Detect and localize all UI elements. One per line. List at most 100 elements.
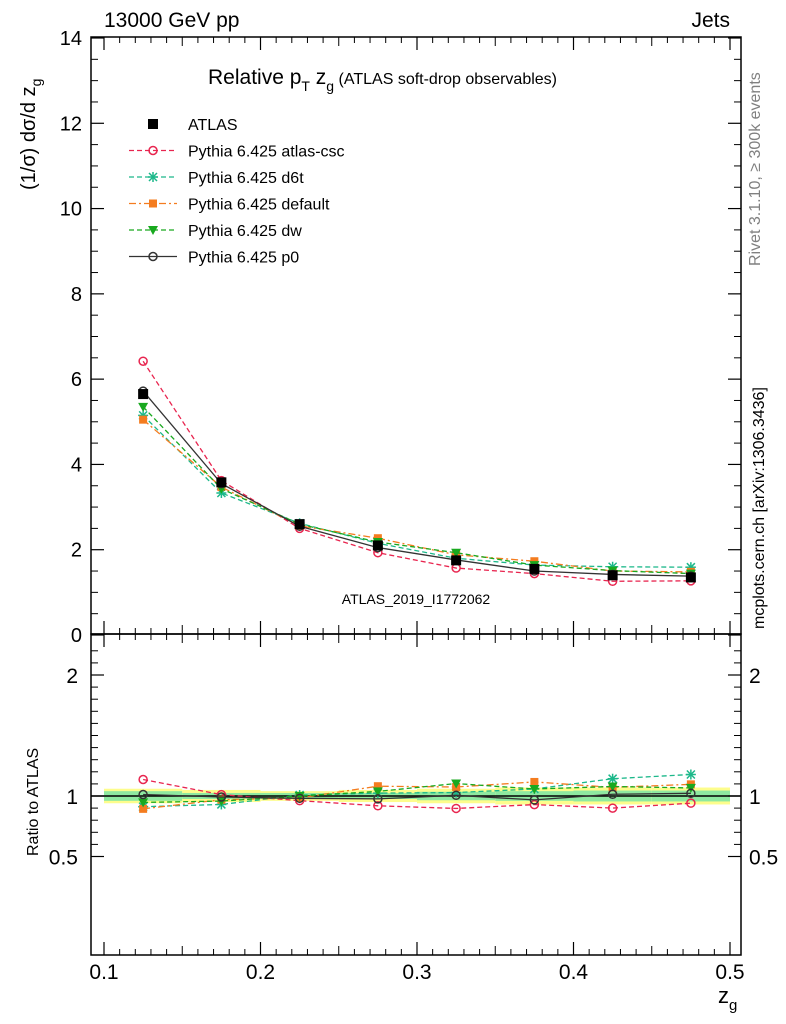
x-axis-label: zg (718, 983, 737, 1014)
main-y-axis-label: (1/σ) dσ/d zg (18, 79, 44, 190)
y-tick-label: 14 (60, 28, 82, 50)
point-atlas (216, 477, 227, 488)
energy-label: 13000 GeV pp (104, 9, 239, 32)
legend-marker (148, 119, 158, 129)
ratio-point-pythia-6-425-dw (372, 787, 383, 797)
legend: ATLAS Pythia 6.425 atlas-csc Pythia 6.425 … (129, 117, 345, 267)
x-tick-label: 0.5 (715, 961, 744, 984)
point-atlas (607, 570, 618, 581)
ratio-line-pythia-6-425-default (143, 781, 691, 810)
ratio-point-pythia-6-425-atlas-csc (529, 799, 540, 810)
ratio-point-pythia-6-425-atlas-csc (607, 803, 618, 813)
legend-label: Pythia 6.425 default (188, 197, 330, 214)
ratio-point-pythia-6-425-p0 (686, 788, 696, 799)
ratio-point-pythia-6-425-p0 (451, 790, 461, 801)
ratio-point-pythia-6-425-p0 (294, 793, 305, 804)
ratio-point-pythia-6-425-atlas-csc (373, 801, 383, 811)
point-atlas (451, 555, 462, 566)
x-tick-label: 0.3 (402, 961, 431, 984)
chart-title: Relative pT zg (ATLAS soft-drop observab… (208, 66, 557, 94)
ratio-frame (90, 633, 742, 956)
star-arm (148, 172, 158, 182)
point-atlas (372, 540, 383, 551)
y-tick-label: 2 (71, 540, 82, 562)
ratio-tick-label-right: 0.5 (749, 847, 778, 870)
star-arm (608, 774, 618, 784)
ratio-point-pythia-6-425-default (139, 804, 148, 813)
legend-item: Pythia 6.425 atlas-csc (129, 144, 345, 161)
y-tick-label: 6 (71, 369, 82, 391)
ratio-point-pythia-6-425-dw (607, 782, 618, 792)
legend-item: Pythia 6.425 p0 (129, 250, 299, 267)
ratio-point-pythia-6-425-p0 (529, 795, 540, 805)
point-atlas (685, 572, 696, 583)
y-tick-label: 10 (60, 199, 82, 221)
series-line-pythia-6-425-d6t (142, 414, 691, 568)
ratio-tick-label-left: 0.5 (49, 847, 78, 870)
point-atlas (138, 389, 149, 400)
ratio-point-pythia-6-425-default (530, 777, 539, 786)
ratio-tick-label-right: 2 (749, 665, 761, 688)
legend-label: Pythia 6.425 dw (188, 223, 302, 240)
ratio-line-pythia-6-425-d6t (143, 773, 691, 808)
ratio-point-pythia-6-425-dw (529, 784, 540, 794)
analysis-watermark: ATLAS_2019_I1772062 (342, 591, 491, 607)
legend-label: ATLAS (188, 117, 238, 134)
ratio-point-pythia-6-425-dw (451, 779, 462, 789)
x-tick-label: 0.2 (246, 961, 275, 984)
ratio-point-pythia-6-425-atlas-csc (138, 774, 148, 785)
ratio-point-pythia-6-425-d6t (607, 773, 618, 784)
x-tick-label: 0.1 (89, 961, 118, 984)
legend-marker (148, 251, 158, 262)
ratio-point-pythia-6-425-dw (685, 783, 696, 793)
point-pythia-6-425-dw (451, 548, 462, 558)
legend-marker (149, 199, 157, 208)
legend-item: Pythia 6.425 default (129, 197, 330, 214)
ratio-tick-label-left: 2 (66, 665, 78, 688)
point-atlas (529, 563, 540, 574)
point-pythia-6-425-default (139, 415, 148, 424)
ratio-point-pythia-6-425-dw (294, 792, 305, 801)
legend-marker (148, 226, 158, 235)
legend-marker (148, 172, 158, 182)
ratio-line-pythia-6-425-atlas-csc (143, 778, 691, 810)
rivet-label: Rivet 3.1.10, ≥ 300k events (747, 72, 764, 266)
series-layer (138, 356, 696, 814)
ratio-point-pythia-6-425-atlas-csc (686, 798, 696, 808)
ratio-point-pythia-6-425-dw (138, 798, 149, 808)
star-arm (686, 769, 696, 780)
y-tick-label: 0 (71, 625, 82, 647)
ratio-tick-label-left: 1 (66, 786, 78, 809)
ratio-point-pythia-6-425-default (373, 782, 382, 791)
ratio-point-pythia-6-425-p0 (373, 794, 383, 804)
ratio-line-pythia-6-425-dw (143, 782, 691, 804)
ratio-point-pythia-6-425-p0 (607, 789, 618, 800)
point-pythia-6-425-dw (138, 402, 149, 412)
series-line-pythia-6-425-default (142, 419, 691, 573)
legend-label: Pythia 6.425 p0 (188, 250, 299, 267)
x-tick-label: 0.4 (559, 961, 589, 984)
legend-item: Pythia 6.425 dw (129, 223, 302, 240)
ratio-line-pythia-6-425-p0 (143, 792, 691, 801)
legend-item: Pythia 6.425 d6t (129, 170, 304, 187)
ratio-y-axis-label: Ratio to ATLAS (25, 748, 42, 856)
y-tick-label: 12 (60, 113, 82, 135)
series-line-pythia-6-425-atlas-csc (142, 360, 691, 582)
legend-label: Pythia 6.425 d6t (188, 170, 304, 187)
point-pythia-6-425-atlas-csc (138, 356, 148, 366)
ratio-point-pythia-6-425-d6t (685, 769, 696, 780)
legend-marker (148, 145, 158, 156)
y-tick-label: 4 (71, 454, 82, 476)
y-tick-label: 8 (71, 284, 82, 306)
ratio-tick-label-right: 1 (749, 786, 761, 809)
ratio-point-pythia-6-425-p0 (216, 792, 227, 802)
process-label: Jets (691, 9, 730, 32)
ratio-point-pythia-6-425-p0 (138, 789, 148, 800)
point-atlas (294, 519, 305, 530)
legend-item: ATLAS (148, 117, 238, 134)
legend-label: Pythia 6.425 atlas-csc (188, 144, 345, 161)
series-line-pythia-6-425-p0 (142, 390, 691, 577)
mcplots-label: mcplots.cern.ch [arXiv:1306.3436] (751, 387, 768, 629)
